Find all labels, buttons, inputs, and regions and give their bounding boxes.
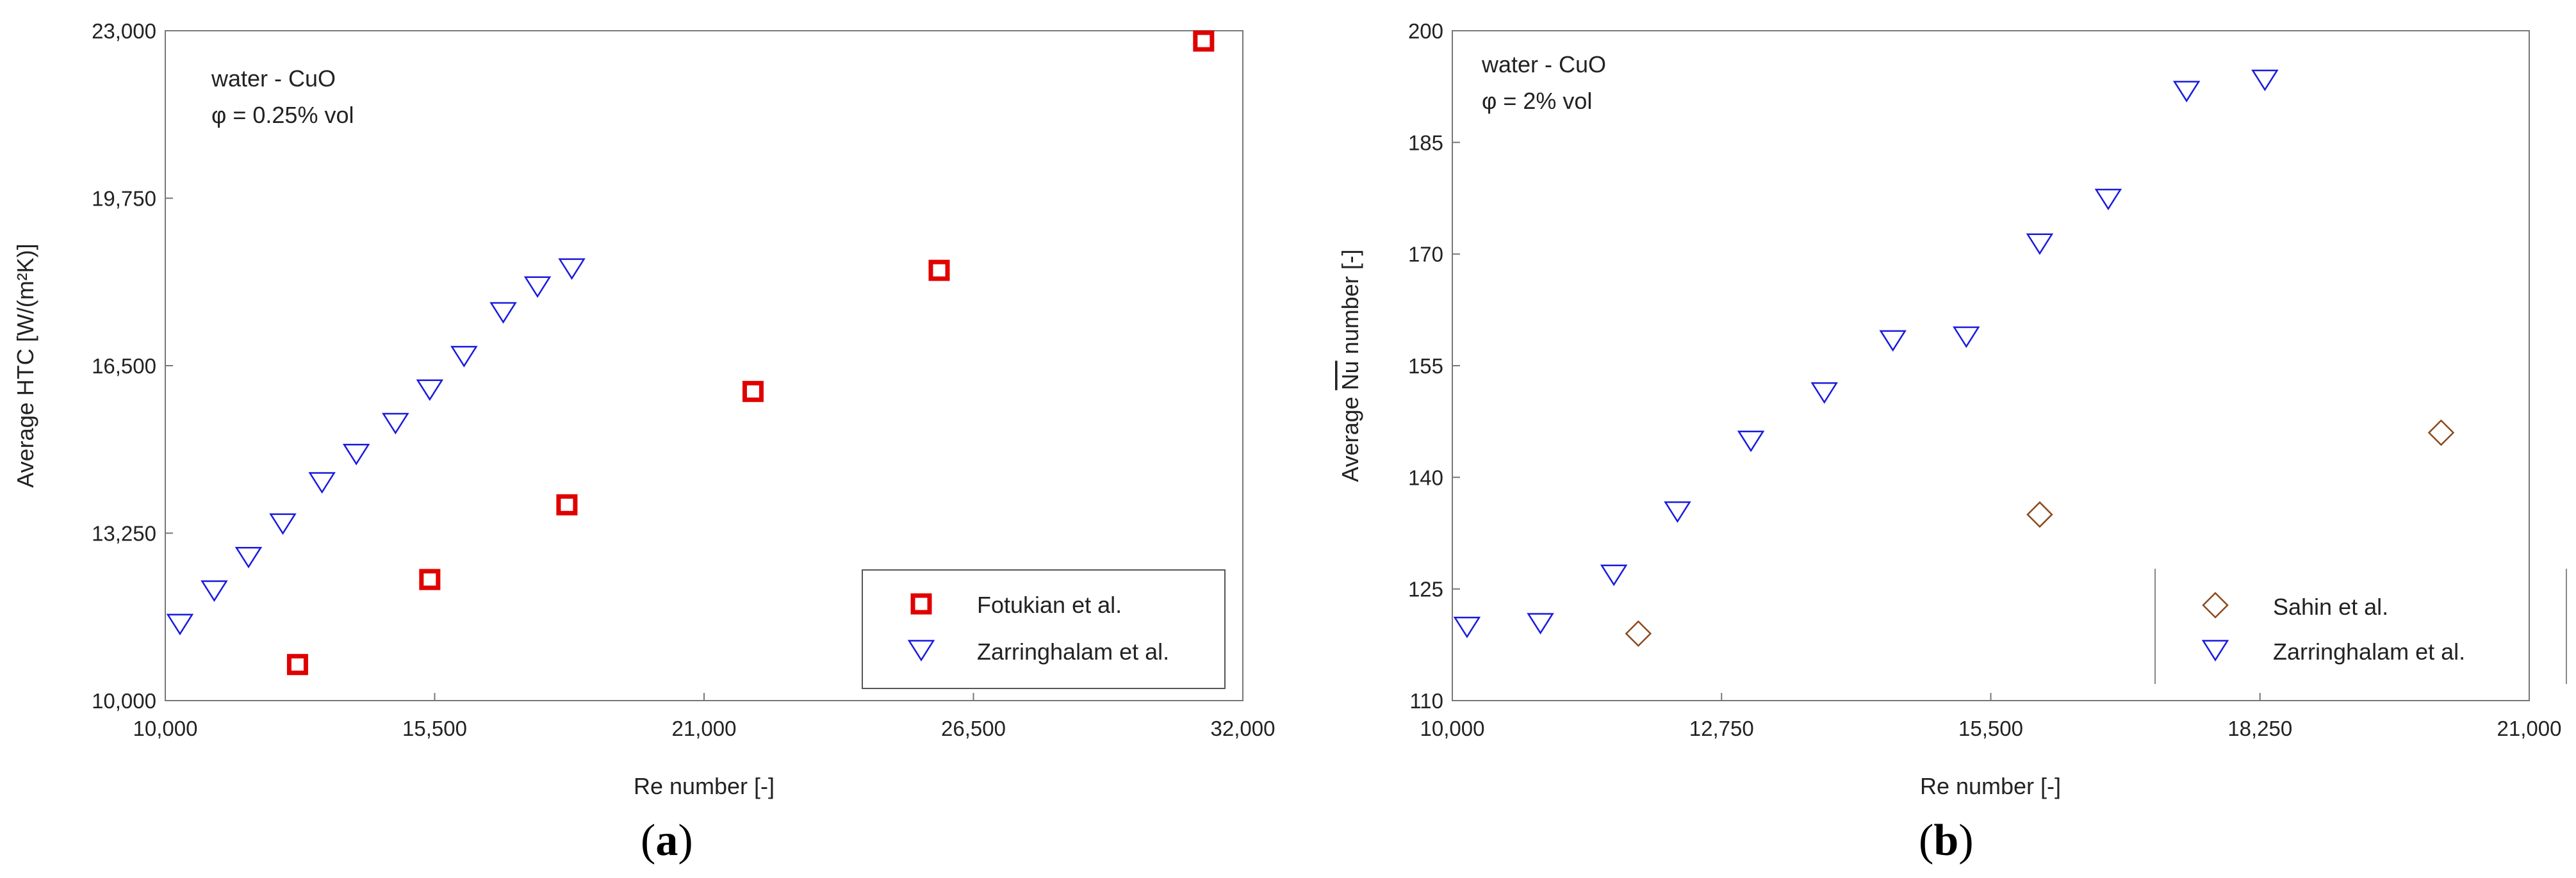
y-ticks-b: 110 125 140 155 170 185 200 bbox=[1408, 19, 1460, 713]
annotation-b-line2: φ = 2% vol bbox=[1482, 88, 1592, 114]
legend-marker-triangle-down bbox=[907, 640, 935, 662]
data-point-triangle-down bbox=[382, 412, 409, 435]
data-point-triangle-down bbox=[2094, 188, 2122, 211]
panel-label-a-close: ) bbox=[678, 816, 693, 865]
data-point-triangle-down bbox=[1879, 330, 1907, 352]
y-axis-label-a: Average HTC [W/(m²K)] bbox=[12, 243, 38, 487]
data-point-triangle-down bbox=[1527, 613, 1554, 635]
data-point-triangle-down bbox=[489, 302, 517, 324]
data-point-square bbox=[286, 654, 308, 676]
y-tick-label: 19,750 bbox=[92, 187, 156, 211]
x-tick-label: 32,000 bbox=[1211, 717, 1276, 740]
panel-label-b-close: ) bbox=[1958, 816, 1973, 865]
legend-label-fotukian: Fotukian et al. bbox=[977, 592, 1122, 618]
chart-a: 10,000 15,500 21,000 26,500 32,000 10,000 13,… bbox=[12, 19, 1275, 865]
data-point-square bbox=[556, 494, 578, 516]
data-point-diamond bbox=[2026, 501, 2053, 528]
x-ticks-b: 10,000 12,750 15,500 18,250 21,000 bbox=[1420, 693, 2562, 740]
panel-label-b: (b) bbox=[1919, 816, 1974, 865]
x-tick-label: 12,750 bbox=[1689, 717, 1754, 740]
x-axis-label-b: Re number [-] bbox=[1920, 773, 2061, 799]
data-point-triangle-down bbox=[201, 580, 228, 602]
x-tick-label: 21,000 bbox=[2497, 717, 2562, 740]
data-point-triangle-down bbox=[523, 276, 552, 298]
data-point-triangle-down bbox=[1737, 430, 1765, 453]
y-tick-label: 170 bbox=[1408, 243, 1443, 266]
chart-b: 10,000 12,750 15,500 18,250 21,000 110 125 140… bbox=[1337, 19, 2567, 865]
data-point-diamond bbox=[1625, 620, 1652, 647]
data-point-triangle-down bbox=[1810, 382, 1838, 404]
y-tick-label: 13,250 bbox=[92, 522, 156, 546]
annotation-a-line1: water - CuO bbox=[211, 65, 336, 92]
data-point-square bbox=[928, 259, 950, 281]
y-axis-label-b-nu: Nu bbox=[1337, 361, 1363, 390]
y-tick-label: 10,000 bbox=[92, 689, 156, 713]
data-point-triangle-down bbox=[1453, 617, 1481, 638]
data-point-triangle-down bbox=[308, 472, 336, 494]
data-point-square bbox=[419, 569, 441, 590]
x-tick-label: 21,000 bbox=[672, 717, 737, 740]
legend-marker-zarringhalam-b bbox=[2201, 640, 2229, 662]
legend-label-zarringhalam-a: Zarringhalam et al. bbox=[977, 638, 1169, 665]
y-axis-label-b-prefix: Average bbox=[1337, 390, 1363, 482]
data-point-triangle-down bbox=[2172, 81, 2201, 102]
legend-label-zarringhalam-b: Zarringhalam et al. bbox=[2273, 638, 2465, 665]
x-tick-label: 10,000 bbox=[133, 717, 198, 740]
panel-label-a: (a) bbox=[641, 816, 693, 865]
data-point-triangle-down bbox=[269, 513, 297, 535]
data-point-triangle-down bbox=[234, 546, 263, 569]
y-axis-label-b-suffix: number [-] bbox=[1337, 249, 1363, 361]
legend-box-a bbox=[862, 569, 1226, 689]
data-point-triangle-down bbox=[342, 444, 370, 466]
data-point-square bbox=[1193, 30, 1215, 52]
x-tick-label: 15,500 bbox=[402, 717, 467, 740]
x-tick-label: 26,500 bbox=[941, 717, 1006, 740]
legend-marker-square bbox=[910, 593, 932, 615]
y-tick-label: 155 bbox=[1408, 354, 1443, 378]
legend-b: Sahin et al. Zarringhalam et al. bbox=[2154, 569, 2567, 684]
data-point-triangle-down bbox=[2251, 69, 2279, 92]
data-point-triangle-down bbox=[2026, 233, 2054, 256]
y-axis-label-b: Average Nu number [-] bbox=[1337, 249, 1363, 482]
legend-marker-diamond bbox=[2202, 592, 2229, 619]
data-point-triangle-down bbox=[416, 379, 444, 402]
points-b bbox=[1453, 69, 2455, 647]
y-tick-label: 110 bbox=[1409, 689, 1443, 713]
data-point-diamond bbox=[2427, 419, 2455, 446]
legend-marker-fotukian bbox=[910, 593, 932, 615]
legend-marker-zarringhalam-a bbox=[907, 640, 935, 662]
legend-marker-sahin bbox=[2202, 592, 2229, 619]
legend-label-sahin: Sahin et al. bbox=[2273, 594, 2388, 620]
panel-label-b-letter: b bbox=[1933, 816, 1958, 865]
data-point-triangle-down bbox=[558, 258, 586, 280]
x-tick-label: 18,250 bbox=[2227, 717, 2292, 740]
x-tick-label: 15,500 bbox=[1958, 717, 2023, 740]
panel-label-a-open: ( bbox=[641, 816, 655, 865]
data-point-triangle-down bbox=[1664, 501, 1691, 523]
data-point-triangle-down bbox=[450, 346, 478, 368]
panel-label-b-open: ( bbox=[1919, 816, 1933, 865]
annotation-b-line1: water - CuO bbox=[1481, 51, 1606, 77]
data-point-square bbox=[742, 380, 764, 402]
annotation-a-line2: φ = 0.25% vol bbox=[211, 102, 354, 128]
y-tick-label: 125 bbox=[1408, 578, 1443, 601]
data-point-triangle-down bbox=[1600, 564, 1628, 587]
data-point-triangle-down bbox=[1953, 326, 1980, 348]
panel-label-a-letter: a bbox=[655, 816, 678, 865]
y-ticks-a: 10,000 13,250 16,500 19,750 23,000 bbox=[92, 19, 173, 713]
data-point-triangle-down bbox=[166, 614, 194, 636]
y-tick-label: 140 bbox=[1408, 466, 1443, 489]
points-a bbox=[166, 30, 1215, 676]
y-tick-label: 16,500 bbox=[92, 354, 156, 378]
legend-a: Fotukian et al. Zarringhalam et al. bbox=[862, 569, 1226, 689]
legend-marker-triangle-down bbox=[2201, 640, 2229, 662]
x-axis-label-a: Re number [-] bbox=[634, 773, 775, 799]
x-tick-label: 10,000 bbox=[1420, 717, 1485, 740]
y-tick-label: 23,000 bbox=[92, 19, 156, 43]
x-ticks-a: 10,000 15,500 21,000 26,500 32,000 bbox=[133, 693, 1276, 740]
y-tick-label: 185 bbox=[1408, 131, 1443, 154]
y-tick-label: 200 bbox=[1408, 19, 1443, 43]
